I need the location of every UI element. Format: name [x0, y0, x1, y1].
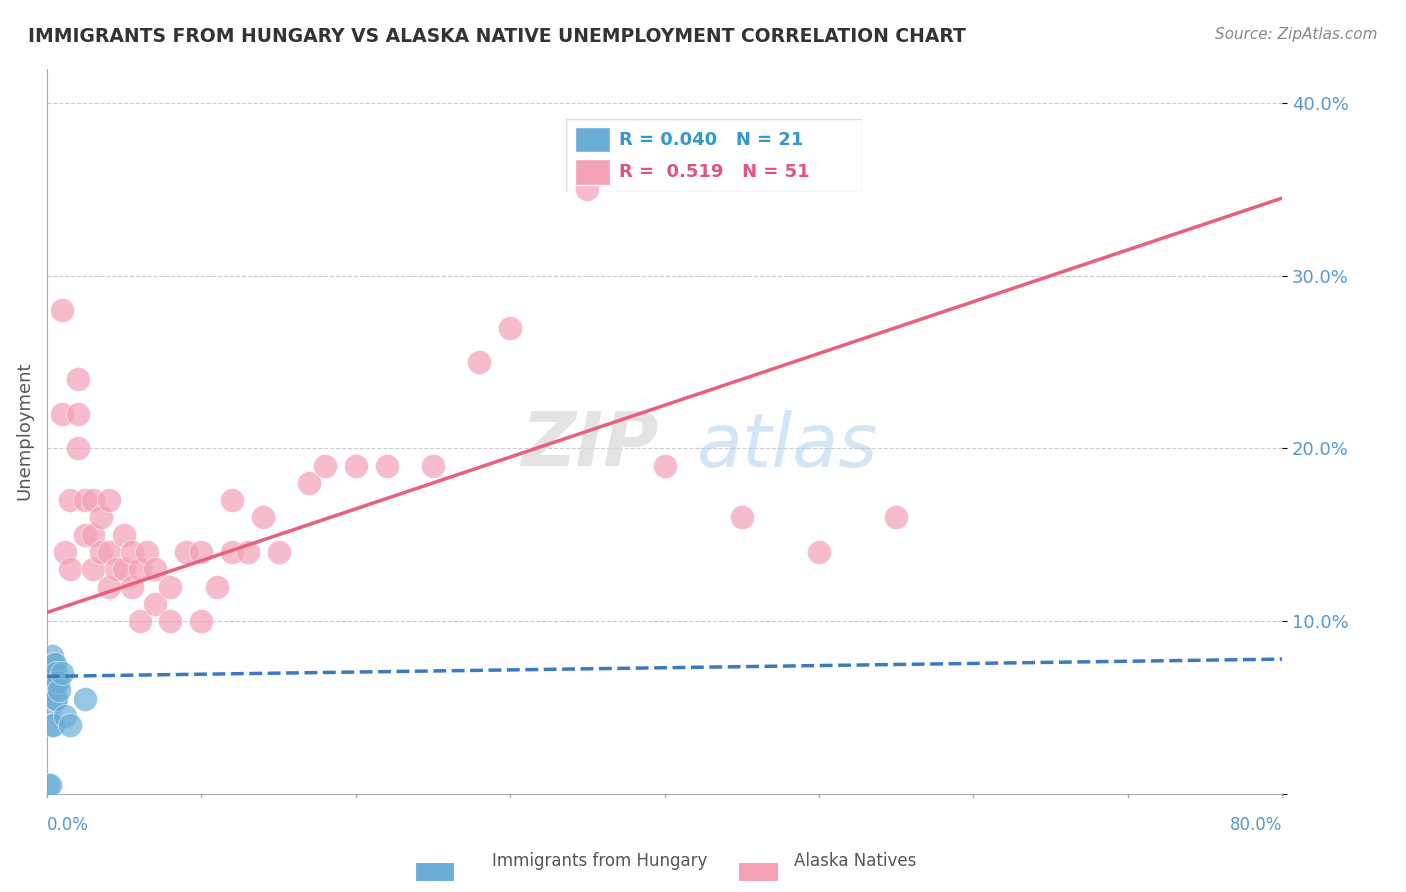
- Point: [39, 700, 62, 714]
- Point: [190, 545, 212, 559]
- Point: [344, 458, 367, 473]
- Point: [44, 691, 66, 706]
- Point: [59, 562, 82, 576]
- Point: [252, 510, 274, 524]
- Point: [807, 545, 830, 559]
- Point: [82, 562, 104, 576]
- Point: [66, 442, 89, 456]
- Point: [90, 545, 112, 559]
- Point: [51, 665, 73, 680]
- Point: [45, 691, 67, 706]
- Point: [41, 717, 63, 731]
- Text: 80.0%: 80.0%: [1230, 815, 1282, 833]
- Point: [654, 458, 676, 473]
- Point: [48, 683, 70, 698]
- Text: Source: ZipAtlas.com: Source: ZipAtlas.com: [1215, 27, 1378, 42]
- Point: [375, 458, 398, 473]
- Point: [45, 665, 67, 680]
- Text: 0.0%: 0.0%: [46, 815, 89, 833]
- Point: [46, 674, 69, 689]
- Point: [136, 545, 159, 559]
- Y-axis label: Unemployment: Unemployment: [15, 362, 32, 500]
- Point: [468, 355, 491, 369]
- Point: [44, 674, 66, 689]
- Point: [884, 510, 907, 524]
- Point: [44, 657, 66, 672]
- Point: [90, 510, 112, 524]
- Point: [190, 614, 212, 628]
- Text: Immigrants from Hungary: Immigrants from Hungary: [492, 852, 707, 870]
- Point: [97, 493, 120, 508]
- Point: [55, 709, 77, 723]
- Point: [236, 545, 259, 559]
- Point: [128, 562, 150, 576]
- Point: [267, 545, 290, 559]
- Point: [41, 683, 63, 698]
- Point: [105, 562, 128, 576]
- Point: [97, 545, 120, 559]
- Point: [576, 182, 599, 196]
- Point: [143, 562, 166, 576]
- Point: [55, 545, 77, 559]
- Point: [51, 303, 73, 318]
- Point: [121, 545, 143, 559]
- Point: [42, 657, 65, 672]
- Text: IMMIGRANTS FROM HUNGARY VS ALASKA NATIVE UNEMPLOYMENT CORRELATION CHART: IMMIGRANTS FROM HUNGARY VS ALASKA NATIVE…: [28, 27, 966, 45]
- Point: [174, 545, 197, 559]
- Point: [112, 562, 135, 576]
- Text: ZIP: ZIP: [522, 409, 659, 483]
- Point: [121, 580, 143, 594]
- Point: [731, 510, 754, 524]
- Point: [59, 717, 82, 731]
- Point: [66, 372, 89, 386]
- Point: [41, 665, 63, 680]
- Point: [159, 580, 181, 594]
- Point: [128, 614, 150, 628]
- Point: [39, 778, 62, 792]
- Point: [59, 493, 82, 508]
- Text: atlas: atlas: [697, 409, 879, 482]
- Point: [205, 580, 228, 594]
- Point: [75, 493, 97, 508]
- Point: [82, 528, 104, 542]
- Point: [51, 407, 73, 421]
- Point: [112, 528, 135, 542]
- Point: [41, 648, 63, 663]
- Point: [37, 778, 59, 792]
- Point: [499, 320, 522, 334]
- Point: [82, 493, 104, 508]
- Point: [42, 683, 65, 698]
- Text: Alaska Natives: Alaska Natives: [794, 852, 917, 870]
- Point: [66, 407, 89, 421]
- Point: [143, 597, 166, 611]
- Point: [314, 458, 336, 473]
- Point: [75, 691, 97, 706]
- Point: [75, 528, 97, 542]
- Point: [42, 717, 65, 731]
- Point: [159, 614, 181, 628]
- Point: [422, 458, 444, 473]
- Point: [221, 545, 243, 559]
- Point: [298, 475, 321, 490]
- Point: [97, 580, 120, 594]
- Point: [221, 493, 243, 508]
